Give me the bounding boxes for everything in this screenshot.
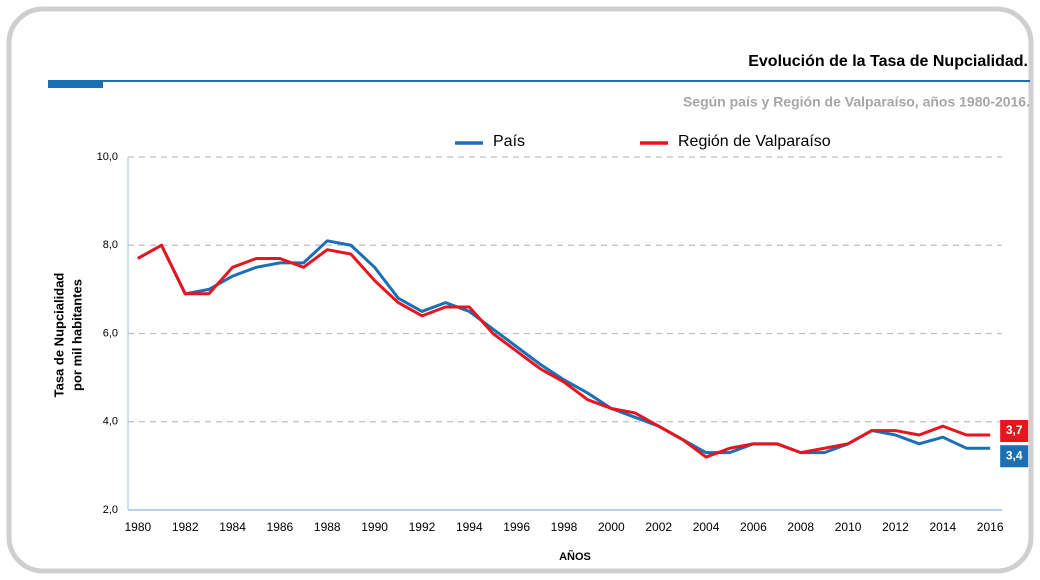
x-tick-label: 1982 xyxy=(172,520,199,534)
x-tick-label: 1992 xyxy=(409,520,436,534)
x-tick-label: 1986 xyxy=(267,520,294,534)
y-axis-label: Tasa de Nupcialidad xyxy=(51,273,66,398)
x-tick-label: 1984 xyxy=(219,520,246,534)
line-series xyxy=(137,243,991,459)
y-tick-label: 6,0 xyxy=(103,327,118,339)
x-tick-label: 1998 xyxy=(551,520,578,534)
x-tick-label: 1996 xyxy=(503,520,530,534)
x-tick-label: 2004 xyxy=(693,520,720,534)
x-tick-label: 2016 xyxy=(977,520,1004,534)
x-tick-label: 1990 xyxy=(361,520,388,534)
x-tick-label: 1994 xyxy=(456,520,483,534)
x-tick-label: 2010 xyxy=(835,520,862,534)
x-tick-label: 2008 xyxy=(787,520,814,534)
end-label: 3,4 xyxy=(1006,448,1023,462)
x-tick-label: 1988 xyxy=(314,520,341,534)
legend-label: Región de Valparaíso xyxy=(678,133,831,150)
end-label: 3,7 xyxy=(1006,423,1023,437)
y-tick-label: 2,0 xyxy=(103,504,118,516)
x-tick-label: 2002 xyxy=(645,520,672,534)
x-axis-label: AÑOS xyxy=(559,550,591,563)
end-label-box xyxy=(1000,445,1029,468)
y-tick-label: 10,0 xyxy=(97,151,118,163)
chart-title: Evolución de la Tasa de Nupcialidad. xyxy=(748,53,1028,70)
y-axis-label: por mil habitantes xyxy=(69,279,84,391)
end-label-box xyxy=(1000,419,1029,442)
x-tick-label: 2012 xyxy=(882,520,909,534)
y-tick-label: 8,0 xyxy=(103,239,118,251)
x-tick-label: 1980 xyxy=(124,520,151,534)
chart-subtitle: Según país y Región de Valparaíso, años … xyxy=(683,94,1030,110)
frame xyxy=(6,6,1034,574)
y-tick-label: 4,0 xyxy=(103,416,118,428)
x-tick-label: 2000 xyxy=(598,520,625,534)
x-tick-label: 2014 xyxy=(929,520,956,534)
legend-label: País xyxy=(493,133,525,150)
title-accent xyxy=(48,81,103,88)
x-tick-label: 2006 xyxy=(740,520,767,534)
